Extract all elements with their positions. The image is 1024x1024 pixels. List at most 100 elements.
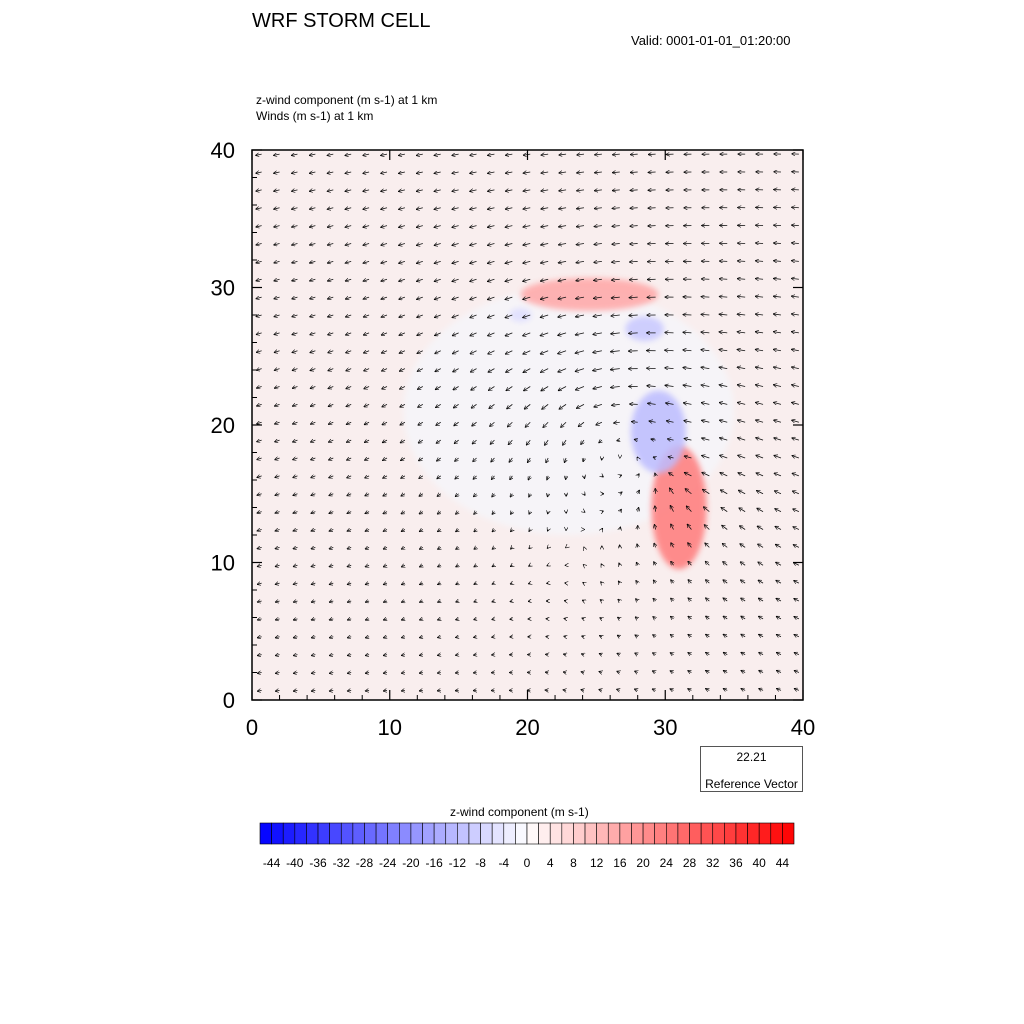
wind-vector xyxy=(473,476,476,479)
wind-vector xyxy=(758,580,764,583)
wind-vector xyxy=(418,422,424,425)
wind-vector xyxy=(596,422,603,425)
wind-vector xyxy=(257,619,262,620)
reference-vector-box: 22.21 Reference Vector xyxy=(700,746,803,792)
wind-vector xyxy=(401,601,405,602)
wind-vector xyxy=(346,404,352,406)
wind-vector xyxy=(310,387,316,389)
wind-vector xyxy=(529,547,530,548)
wind-vector xyxy=(612,261,620,262)
wind-vector xyxy=(309,226,316,228)
wind-vector xyxy=(329,655,334,656)
wind-vector xyxy=(256,369,262,371)
wind-vector xyxy=(292,315,298,317)
wind-vector xyxy=(419,655,422,656)
colorbar-swatch xyxy=(689,822,702,845)
wind-vector xyxy=(435,351,441,354)
wind-vector xyxy=(437,673,440,674)
wind-vector xyxy=(701,385,710,387)
wind-vector xyxy=(436,440,441,443)
colorbar-label: 4 xyxy=(547,856,554,870)
wind-vector xyxy=(437,458,441,461)
wind-vector xyxy=(575,315,585,317)
wind-vector xyxy=(470,315,477,318)
wind-vector xyxy=(507,404,513,408)
wind-vector xyxy=(381,244,388,246)
wind-vector xyxy=(558,297,567,299)
wind-vector xyxy=(791,332,799,333)
wind-vector xyxy=(291,172,298,173)
wind-vector xyxy=(274,208,280,209)
wind-vector xyxy=(434,315,441,318)
wind-vector xyxy=(487,297,495,299)
colorbar-label: -44 xyxy=(263,856,281,870)
wind-vector xyxy=(347,601,352,602)
wind-vector xyxy=(419,494,423,497)
wind-vector xyxy=(547,494,548,497)
wind-vector xyxy=(688,616,691,619)
wind-vector xyxy=(701,420,710,422)
wind-vector xyxy=(629,279,638,280)
x-tick-label: 40 xyxy=(791,715,815,740)
wind-vector xyxy=(558,261,567,263)
zwind-field xyxy=(252,150,803,700)
wind-vector xyxy=(435,369,441,372)
wind-vector xyxy=(365,673,369,674)
colorbar-swatch xyxy=(654,822,667,845)
wind-vector xyxy=(435,387,441,390)
wind-vector xyxy=(755,296,764,297)
colorbar-swatch xyxy=(491,822,505,845)
wind-vector xyxy=(416,226,423,228)
wind-vector xyxy=(581,439,584,444)
wind-vector xyxy=(755,349,764,350)
wind-vector xyxy=(383,637,387,638)
wind-vector xyxy=(257,440,262,442)
wind-vector xyxy=(345,279,352,281)
wind-vector xyxy=(329,583,334,584)
wind-vector xyxy=(755,279,764,280)
wind-vector xyxy=(293,583,298,584)
wind-vector xyxy=(470,332,477,336)
wind-vector xyxy=(558,368,567,373)
wind-vector xyxy=(452,244,459,246)
colorbar-label: 24 xyxy=(660,856,674,870)
colorbar-swatch xyxy=(480,822,493,845)
wind-vector xyxy=(363,351,370,353)
wind-vector xyxy=(791,314,799,315)
wind-vector xyxy=(635,653,638,655)
wind-vector xyxy=(452,279,459,281)
wind-vector xyxy=(256,244,262,245)
wind-vector xyxy=(636,581,638,584)
wind-vector xyxy=(599,636,601,637)
wind-vector xyxy=(737,296,746,297)
wind-vector xyxy=(309,244,316,246)
wind-vector xyxy=(758,562,764,565)
wind-vector xyxy=(775,526,782,529)
wind-vector xyxy=(364,422,370,424)
wind-vector xyxy=(383,655,387,656)
wind-vector xyxy=(310,422,316,424)
wind-vector xyxy=(758,616,764,619)
wind-vector xyxy=(706,652,710,654)
wind-vector xyxy=(722,543,728,548)
wind-vector xyxy=(612,226,620,227)
wind-vector xyxy=(670,671,673,673)
wind-vector xyxy=(558,315,567,317)
wind-vector xyxy=(456,619,459,620)
wind-vector xyxy=(293,655,298,656)
wind-vector xyxy=(399,297,406,299)
wind-vector xyxy=(437,637,440,638)
wind-vector xyxy=(792,456,800,458)
wind-vector xyxy=(593,315,602,316)
wind-vector xyxy=(666,421,674,422)
wind-vector xyxy=(581,654,584,655)
wind-vector xyxy=(346,369,352,371)
wind-vector xyxy=(434,172,441,173)
wind-vector xyxy=(383,494,388,496)
colorbar-swatch xyxy=(457,822,470,845)
wind-vector xyxy=(311,637,316,638)
wind-vector xyxy=(455,655,458,656)
wind-vector xyxy=(630,172,638,173)
wind-vector xyxy=(381,208,388,210)
wind-vector xyxy=(398,172,405,173)
